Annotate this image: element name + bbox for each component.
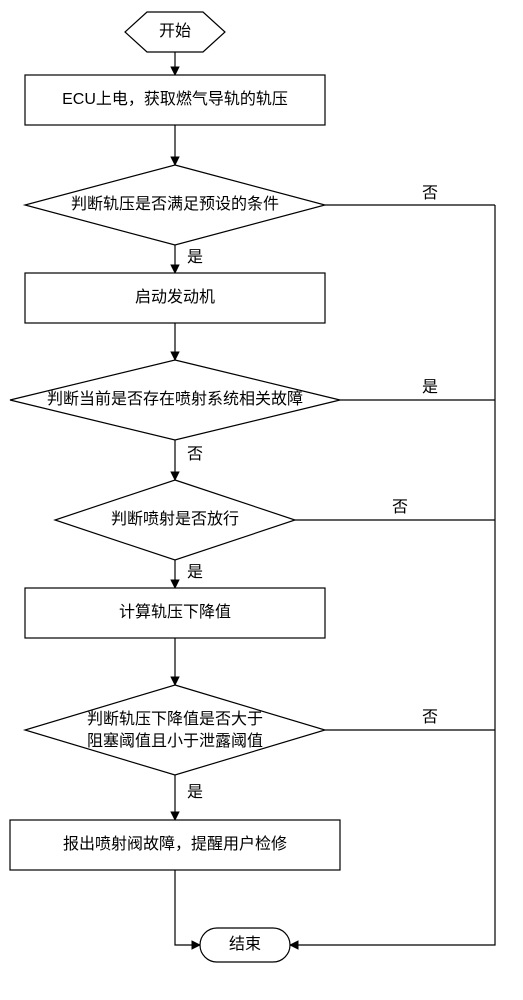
svg-text:否: 否 bbox=[422, 185, 438, 202]
svg-text:ECU上电，获取燃气导轨的轨压: ECU上电，获取燃气导轨的轨压 bbox=[62, 90, 288, 108]
svg-text:报出喷射阀故障，提醒用户检修: 报出喷射阀故障，提醒用户检修 bbox=[63, 835, 287, 853]
svg-text:判断轨压是否满足预设的条件: 判断轨压是否满足预设的条件 bbox=[71, 195, 279, 213]
svg-text:判断喷射是否放行: 判断喷射是否放行 bbox=[111, 510, 239, 528]
svg-text:判断当前是否存在喷射系统相关故障: 判断当前是否存在喷射系统相关故障 bbox=[47, 390, 303, 408]
svg-text:阻塞阈值且小于泄露阈值: 阻塞阈值且小于泄露阈值 bbox=[87, 732, 263, 750]
svg-text:否: 否 bbox=[187, 446, 203, 463]
svg-text:是: 是 bbox=[422, 379, 438, 396]
svg-text:判断轨压下降值是否大于: 判断轨压下降值是否大于 bbox=[87, 710, 263, 728]
svg-text:是: 是 bbox=[187, 249, 203, 266]
svg-text:开始: 开始 bbox=[159, 22, 191, 40]
svg-text:结束: 结束 bbox=[229, 935, 261, 953]
svg-text:启动发动机: 启动发动机 bbox=[135, 288, 215, 306]
svg-text:计算轨压下降值: 计算轨压下降值 bbox=[119, 602, 231, 621]
svg-text:是: 是 bbox=[187, 564, 203, 581]
flowchart-canvas: 开始 ECU上电，获取燃气导轨的轨压判断轨压是否满足预设的条件启动发动机判断当前是… bbox=[0, 0, 523, 1000]
svg-text:否: 否 bbox=[392, 499, 408, 516]
svg-text:是: 是 bbox=[187, 784, 203, 801]
svg-text:否: 否 bbox=[422, 709, 438, 726]
